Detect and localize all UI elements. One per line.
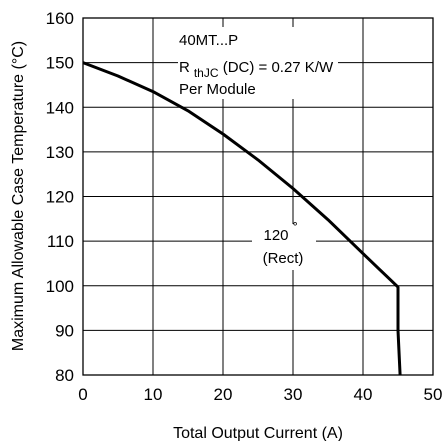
curve-label-line2: (Rect) [263,250,304,267]
r-main: R [179,59,190,76]
y-tick-label: 90 [55,321,74,340]
plot-frame [82,17,434,376]
x-tick-label: 20 [214,385,233,404]
x-axis-label: Total Output Current (A) [173,425,343,441]
x-tick-label: 30 [284,385,303,404]
curve-label-background [252,224,316,270]
r-rest: (DC) = 0.27 K/W [219,59,334,76]
x-tick-label: 40 [354,385,373,404]
y-tick-label: 120 [46,188,74,207]
y-tick-label: 100 [46,277,74,296]
device-label: 40MT...P [179,32,238,49]
curve-label-degree: ˚ [293,221,298,238]
series-line-120-rect [82,61,402,376]
r-subscript: thJC [194,66,219,80]
x-tick-label: 0 [78,385,87,404]
y-tick-label: 140 [46,98,74,117]
module-label: Per Module [179,81,256,98]
y-tick-label: 160 [46,9,74,28]
tick-labels: 0 10 20 30 40 50 80 90 100 110 120 130 140 150 160 [46,9,443,404]
x-tick-label: 10 [144,385,163,404]
y-tick-label: 150 [46,54,74,73]
x-tick-label: 50 [424,385,443,404]
y-tick-label: 130 [46,143,74,162]
y-axis-label: Maximum Allowable Case Temperature (°C) [10,41,27,351]
annotation-background [178,27,338,99]
y-tick-label: 110 [47,232,74,251]
y-tick-label: 80 [55,366,74,385]
curve-label-line1: 120 [263,227,288,244]
